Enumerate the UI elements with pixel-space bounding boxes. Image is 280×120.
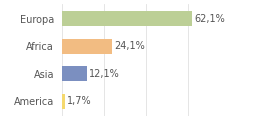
Bar [62,94,65,109]
Text: 1,7%: 1,7% [67,96,92,106]
Text: 24,1%: 24,1% [114,41,145,51]
Text: 62,1%: 62,1% [194,14,225,24]
Bar [62,66,87,81]
Bar [62,11,192,26]
Bar [62,39,112,54]
Text: 12,1%: 12,1% [89,69,120,79]
